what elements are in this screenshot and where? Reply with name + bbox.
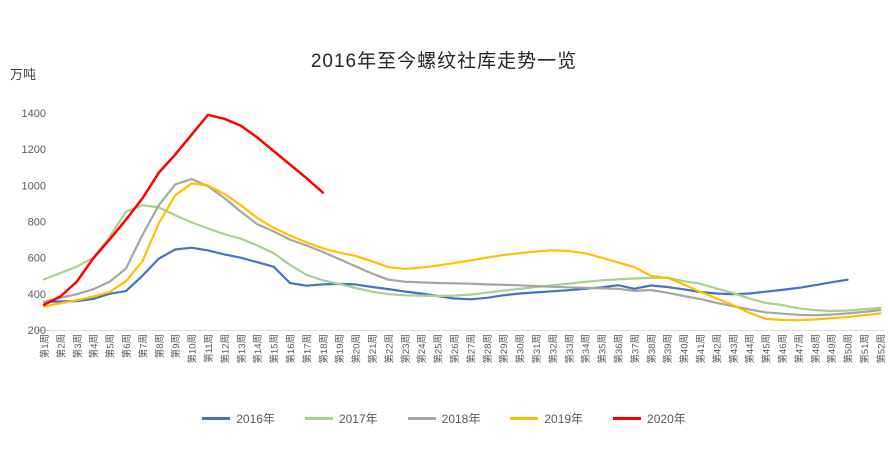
- x-tick-label: 第51周: [859, 334, 871, 364]
- x-tick-label: 第20周: [351, 334, 363, 364]
- x-tick-label: 第29周: [498, 334, 510, 364]
- x-tick-label: 第25周: [433, 334, 445, 364]
- legend-item-2018年: 2018年: [407, 410, 481, 427]
- x-tick-label: 第8周: [154, 334, 166, 358]
- x-tick-label: 第5周: [105, 334, 117, 358]
- x-tick-label: 第40周: [679, 334, 691, 364]
- x-tick-label: 第12周: [219, 334, 231, 364]
- legend-item-2016年: 2016年: [202, 410, 275, 427]
- legend-swatch-2017年: [304, 417, 333, 420]
- x-tick-label: 第7周: [137, 334, 149, 358]
- chart-legend: 2016年 2017年 2018年 2019年 2020年: [0, 410, 888, 427]
- x-tick-label: 第46周: [777, 334, 789, 364]
- x-tick-label: 第39周: [662, 334, 674, 364]
- x-tick-label: 第42周: [711, 334, 723, 364]
- x-tick-label: 第15周: [269, 334, 281, 364]
- x-tick-label: 第10周: [187, 334, 199, 364]
- legend-swatch-2016年: [202, 417, 231, 420]
- x-tick-label: 第35周: [597, 334, 609, 364]
- x-tick-label: 第32周: [547, 334, 559, 364]
- series-line-2016年: [42, 246, 849, 304]
- x-tick-label: 第30周: [515, 334, 527, 364]
- series-line-2020年: [42, 113, 325, 306]
- x-tick-label: 第11周: [203, 334, 215, 363]
- x-tick-label: 第28周: [482, 334, 494, 364]
- x-tick-label: 第45周: [761, 334, 773, 364]
- series-line-2017年: [42, 204, 882, 313]
- legend-label: 2019年: [544, 412, 584, 426]
- chart-title: 2016年至今螺纹社库走势一览: [310, 51, 578, 72]
- x-tick-label: 第24周: [416, 334, 428, 364]
- x-tick-label: 第37周: [629, 334, 641, 364]
- y-tick-label: 200: [28, 325, 46, 337]
- x-tick-label: 第1周: [39, 334, 51, 358]
- x-tick-label: 第16周: [285, 334, 297, 364]
- x-tick-label: 第21周: [367, 334, 379, 364]
- x-tick-label: 第14周: [252, 334, 264, 364]
- legend-item-2019年: 2019年: [510, 410, 583, 427]
- x-tick-label: 第18周: [318, 334, 330, 364]
- x-tick-label: 第33周: [564, 334, 576, 364]
- x-tick-label: 第44周: [744, 334, 756, 364]
- x-tick-label: 第43周: [728, 334, 740, 364]
- y-axis-unit-label: 万吨: [10, 67, 37, 82]
- x-tick-label: 第27周: [465, 334, 477, 364]
- x-tick-label: 第41周: [695, 334, 707, 364]
- y-tick-label: 600: [28, 253, 46, 265]
- x-tick-label: 第13周: [236, 334, 248, 364]
- x-tick-label: 第49周: [826, 334, 838, 364]
- y-tick-label: 1400: [22, 108, 46, 120]
- x-tick-label: 第48周: [810, 334, 822, 364]
- x-tick-label: 第23周: [400, 334, 412, 364]
- legend-label: 2016年: [236, 412, 275, 426]
- legend-swatch-2019年: [510, 417, 539, 420]
- x-tick-label: 第47周: [793, 334, 805, 364]
- x-tick-label: 第3周: [72, 334, 84, 358]
- legend-label: 2018年: [441, 412, 481, 426]
- x-tick-label: 第4周: [88, 334, 100, 358]
- x-tick-label: 第52周: [875, 334, 887, 364]
- x-tick-label: 第17周: [301, 334, 313, 364]
- legend-item-2017年: 2017年: [304, 410, 378, 427]
- legend-swatch-2018年: [407, 417, 436, 420]
- x-tick-label: 第2周: [55, 334, 67, 358]
- y-tick-label: 800: [28, 217, 46, 229]
- x-tick-label: 第34周: [580, 334, 592, 364]
- x-tick-label: 第38周: [646, 334, 658, 364]
- legend-label: 2020年: [647, 412, 686, 426]
- x-tick-label: 第9周: [170, 334, 182, 358]
- legend-swatch-2020年: [613, 417, 642, 420]
- y-tick-label: 400: [28, 289, 46, 301]
- x-tick-label: 第26周: [449, 334, 461, 364]
- y-tick-label: 1000: [22, 180, 46, 192]
- x-tick-label: 第50周: [843, 334, 855, 364]
- legend-label: 2017年: [338, 412, 378, 426]
- y-tick-label: 1200: [22, 144, 46, 156]
- x-tick-label: 第31周: [531, 334, 543, 364]
- x-tick-label: 第36周: [613, 334, 625, 364]
- x-tick-label: 第22周: [383, 334, 395, 364]
- legend-item-2020年: 2020年: [613, 410, 686, 427]
- x-tick-label: 第6周: [121, 334, 133, 358]
- series-line-2019年: [42, 182, 882, 322]
- x-tick-label: 第19周: [334, 334, 346, 364]
